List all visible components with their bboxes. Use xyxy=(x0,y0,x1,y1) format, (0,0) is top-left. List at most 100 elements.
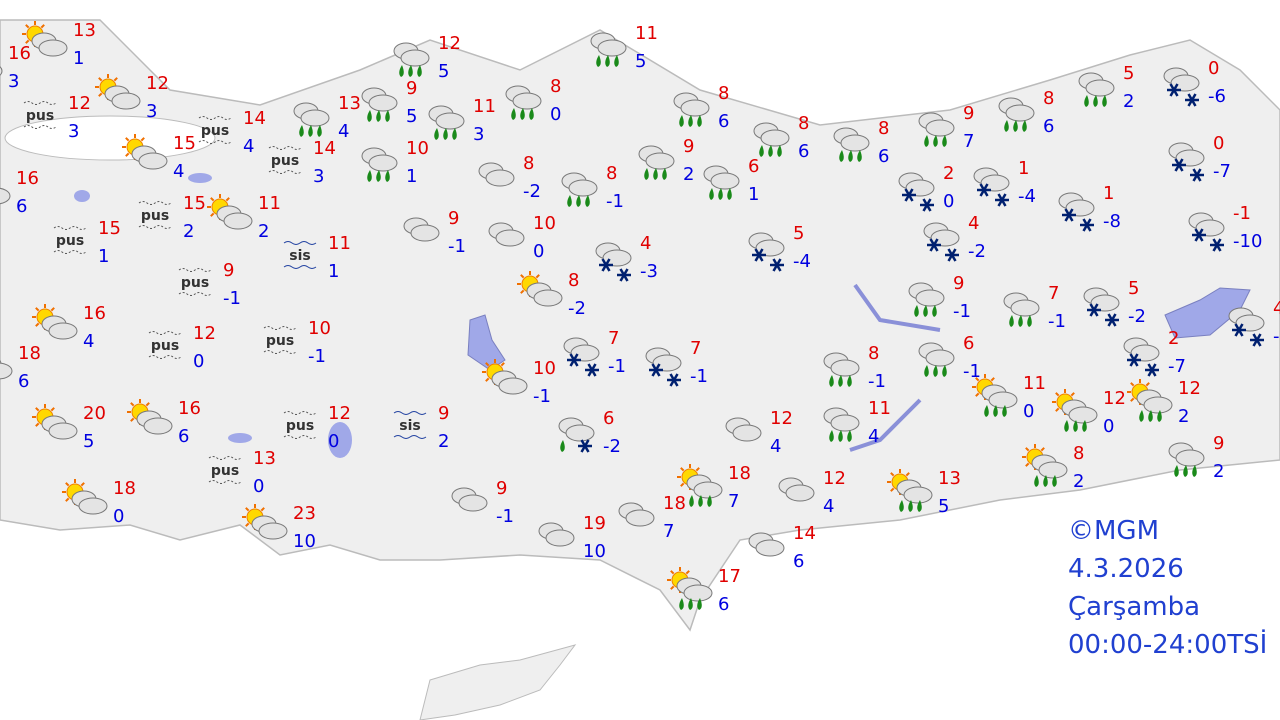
rain-drop xyxy=(567,195,572,207)
station: 186 xyxy=(0,343,41,392)
cloud xyxy=(1235,314,1265,332)
station: 112 xyxy=(207,193,281,242)
rain-drop xyxy=(707,495,712,507)
rain-drop xyxy=(376,170,381,182)
weather-label: pus xyxy=(271,153,299,169)
min-temp: -1 xyxy=(533,386,551,407)
snowflake xyxy=(569,353,579,367)
rain-drop xyxy=(367,170,372,182)
rain-drop xyxy=(942,365,947,377)
snowflake xyxy=(947,248,957,262)
max-temp: 4 xyxy=(1273,298,1280,319)
rain-drop xyxy=(847,375,852,387)
station: 101 xyxy=(361,138,429,187)
sun-ray xyxy=(500,362,505,367)
min-temp: -2 xyxy=(1128,306,1146,327)
rain-drop xyxy=(1002,405,1007,417)
cloud xyxy=(545,529,575,547)
rain-drop xyxy=(857,150,862,162)
station: 8-2 xyxy=(478,153,541,202)
snowflake xyxy=(1147,363,1157,377)
rain-drop xyxy=(838,430,843,442)
station: 114 xyxy=(823,398,891,447)
sun-ray xyxy=(670,570,675,575)
cloud xyxy=(485,169,515,187)
max-temp: 6 xyxy=(963,333,974,354)
rain-drop xyxy=(689,495,694,507)
rain-drop xyxy=(914,305,919,317)
max-temp: 20 xyxy=(83,403,106,424)
rain-drop xyxy=(932,305,937,317)
sun-ray xyxy=(520,289,525,294)
cloud xyxy=(1175,149,1205,167)
rain-drop xyxy=(924,365,929,377)
snowflake xyxy=(1129,353,1139,367)
rain-drop xyxy=(299,125,304,137)
cloud xyxy=(48,322,78,340)
max-temp: 18 xyxy=(18,343,41,364)
source: ©MGM xyxy=(1068,516,1160,546)
cloud xyxy=(1175,449,1205,467)
min-temp: 1 xyxy=(748,184,759,205)
weather-label: pus xyxy=(141,208,169,224)
max-temp: 14 xyxy=(243,108,266,129)
max-temp: 4 xyxy=(968,213,979,234)
max-temp: 9 xyxy=(223,260,234,281)
min-temp: 0 xyxy=(193,351,204,372)
haze-line xyxy=(148,331,182,335)
station: 164 xyxy=(32,303,106,352)
snowflake xyxy=(601,258,611,272)
min-temp: 2 xyxy=(183,221,194,242)
cloud xyxy=(980,174,1010,192)
sun-ray xyxy=(65,497,70,502)
sun-ray xyxy=(35,307,40,312)
sun-ray xyxy=(125,152,130,157)
cloud xyxy=(410,224,440,242)
min-temp: -7 xyxy=(1213,161,1231,182)
rain-drop xyxy=(1064,420,1069,432)
sun-ray xyxy=(670,585,675,590)
sun-ray xyxy=(98,77,103,82)
sun-ray xyxy=(1025,447,1030,452)
station: pus 10 -1 xyxy=(263,318,331,367)
station: pus 9 -1 xyxy=(178,260,241,309)
min-temp: -1 xyxy=(606,191,624,212)
max-temp: 16 xyxy=(178,398,201,419)
rain-drop xyxy=(529,108,534,120)
sun-ray xyxy=(685,570,690,575)
max-temp: 9 xyxy=(683,136,694,157)
station: 125 xyxy=(393,33,461,82)
max-temp: 9 xyxy=(448,208,459,229)
min-temp: 3 xyxy=(8,71,19,92)
station: 131 xyxy=(22,20,96,69)
min-temp: 4 xyxy=(338,121,349,142)
station: 95 xyxy=(361,78,417,127)
max-temp: 16 xyxy=(83,303,106,324)
station: 166 xyxy=(127,398,201,447)
sun-ray xyxy=(25,39,30,44)
rain-drop xyxy=(1139,410,1144,422)
weather-label: pus xyxy=(266,333,294,349)
sun-ray xyxy=(695,467,700,472)
fog-line xyxy=(393,435,427,439)
sun-ray xyxy=(1145,382,1150,387)
cloud xyxy=(498,377,528,395)
min-temp: -1 xyxy=(223,288,241,309)
station: 0-6 xyxy=(1163,58,1226,107)
station: 9-1 xyxy=(908,273,971,322)
rain-drop xyxy=(520,108,525,120)
station: pus 13 0 xyxy=(208,448,276,497)
sun-ray xyxy=(535,274,540,279)
rain-drop xyxy=(1084,95,1089,107)
snowflake xyxy=(1194,228,1204,242)
haze-line xyxy=(148,355,182,359)
station: 135 xyxy=(887,468,961,517)
max-temp: 12 xyxy=(770,408,793,429)
sun-ray xyxy=(130,417,135,422)
rain-drop xyxy=(924,135,929,147)
station: 124 xyxy=(778,468,846,517)
sun-ray xyxy=(145,402,150,407)
sun-ray xyxy=(520,274,525,279)
